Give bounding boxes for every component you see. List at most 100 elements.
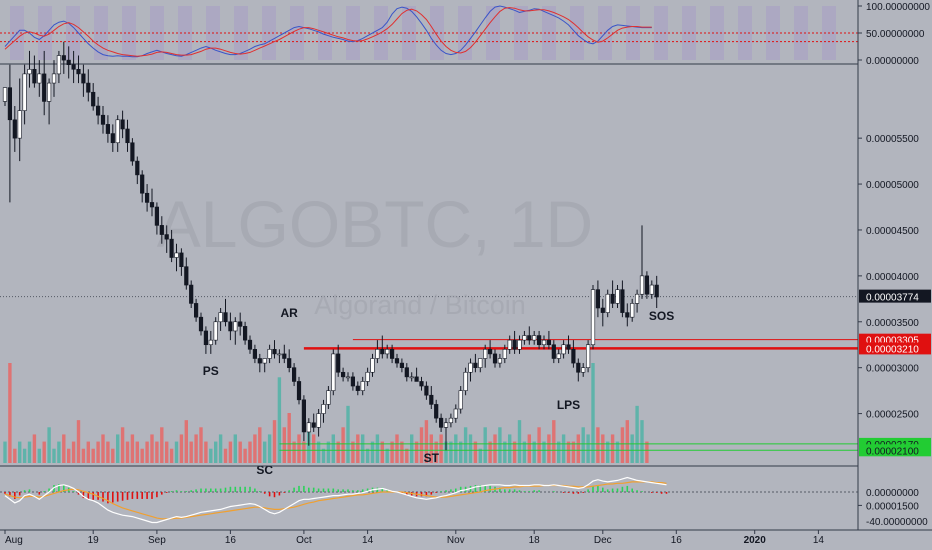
- candle-body: [375, 349, 380, 359]
- candle-body: [91, 91, 96, 107]
- volume-bar: [179, 434, 184, 463]
- volume-bar: [645, 441, 649, 463]
- volume-bar: [125, 441, 130, 463]
- candle-body: [110, 133, 115, 144]
- candle-body: [247, 339, 253, 350]
- volume-bar: [581, 427, 585, 463]
- volume-bar: [571, 441, 576, 463]
- candle-body: [115, 119, 120, 144]
- candle-body: [296, 381, 302, 401]
- candle-body: [566, 344, 571, 350]
- candle-body: [434, 404, 439, 419]
- volume-bar: [91, 448, 95, 463]
- candle-body: [12, 119, 17, 139]
- volume-bar: [336, 441, 340, 463]
- price-axis[interactable]: 100.00000000 50.00000000 0.00000000 0.00005…: [857, 0, 931, 530]
- candle-body: [581, 367, 586, 373]
- wyckoff-annotations: PS AR SC ST LPS SOS: [203, 306, 674, 477]
- time-tick-label: Oct: [296, 535, 312, 546]
- candle-body: [443, 422, 449, 428]
- candle-body: [140, 174, 145, 194]
- candle-body: [345, 376, 351, 379]
- volume-bar: [223, 448, 228, 463]
- price-tick-label: 0.00005500: [866, 134, 919, 145]
- level-price-label: 0.00002100: [866, 446, 919, 457]
- candle-body: [86, 82, 91, 93]
- volume-bar: [120, 427, 125, 463]
- volume-bar: [542, 441, 546, 463]
- candle-body: [61, 55, 66, 61]
- candle-body: [291, 367, 297, 382]
- volume-bar: [218, 434, 223, 463]
- time-axis[interactable]: Aug 19 Sep 16 Oct 14 Nov 18 Dec 16 2020 14: [4, 530, 824, 546]
- candle-body: [605, 293, 610, 313]
- time-tick-label: 2020: [744, 535, 767, 546]
- annotation-st: ST: [424, 451, 440, 465]
- volume-bar: [498, 427, 502, 463]
- candle-body: [7, 87, 13, 121]
- candle-body: [213, 321, 218, 341]
- candle-body: [37, 73, 42, 84]
- candle-body: [497, 358, 503, 364]
- volume-bar: [165, 441, 169, 463]
- candle-body: [208, 339, 213, 346]
- candle-body: [585, 344, 591, 368]
- candle-body: [473, 362, 478, 368]
- volume-bar: [116, 434, 120, 463]
- time-tick-label: 14: [362, 535, 374, 546]
- price-tick-label: 0.00002500: [866, 410, 919, 421]
- candle-body: [654, 284, 659, 298]
- volume-bar: [601, 434, 605, 463]
- volume-bar: [454, 434, 458, 463]
- candle-body: [463, 371, 468, 391]
- volume-bar: [106, 441, 110, 463]
- volume-bar: [561, 434, 566, 463]
- volume-bar: [640, 420, 644, 463]
- candle-body: [551, 344, 556, 359]
- candle-body: [164, 234, 169, 240]
- volume-bar: [86, 441, 90, 463]
- candle-body: [154, 206, 160, 226]
- volume-bar: [169, 448, 174, 463]
- volume-bar: [233, 434, 237, 463]
- candle-body: [639, 275, 645, 295]
- annotation-ps: PS: [203, 364, 219, 378]
- price-tick-label: 0.00003500: [866, 318, 919, 329]
- candle-body: [370, 358, 375, 373]
- volume-bar: [380, 441, 384, 463]
- volume-bar: [478, 448, 482, 463]
- volume-bar: [375, 434, 380, 463]
- candle-body: [365, 371, 370, 382]
- macd-tick-label: -40.00000000: [866, 517, 928, 528]
- signal-line: [4, 481, 667, 520]
- volume-bar: [145, 441, 149, 463]
- volume-bar: [287, 413, 291, 463]
- candle-body: [27, 68, 32, 75]
- volume-bar: [395, 434, 399, 463]
- candle-body: [571, 349, 576, 364]
- candle-body: [644, 275, 649, 295]
- volume-bar: [27, 441, 32, 463]
- volume-bar: [508, 434, 512, 463]
- candle-body: [174, 252, 179, 258]
- volume-bar: [576, 434, 580, 463]
- volume-bar: [527, 434, 531, 463]
- candle-body: [56, 55, 61, 75]
- volume-bar: [630, 434, 634, 463]
- candle-body: [267, 349, 272, 359]
- candle-body: [610, 293, 615, 304]
- last-price-label: 0.00003774: [866, 293, 919, 304]
- time-tick-label: Nov: [447, 535, 465, 546]
- level-price-label: 0.00003305: [866, 336, 919, 347]
- candle-body: [42, 73, 47, 102]
- candle-body: [135, 160, 140, 176]
- volume-bar: [552, 420, 556, 463]
- annotation-lps: LPS: [557, 398, 580, 412]
- volume-bar: [267, 434, 272, 463]
- volume-bars: [3, 363, 649, 463]
- candle-body: [561, 344, 566, 355]
- candle-body: [620, 289, 625, 313]
- volume-bar: [62, 434, 66, 463]
- candle-body: [76, 68, 81, 75]
